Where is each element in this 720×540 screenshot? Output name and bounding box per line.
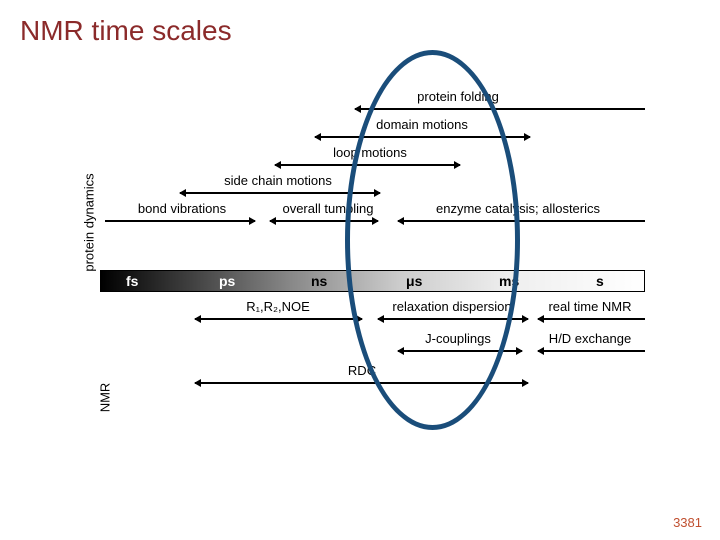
range-label: real time NMR	[548, 299, 631, 314]
range-label: R₁,R₂,NOE	[246, 299, 310, 314]
range-label: H/D exchange	[549, 331, 631, 346]
range-label: side chain motions	[224, 173, 332, 188]
timescale-tick: s	[596, 273, 604, 289]
highlight-ellipse	[345, 50, 520, 430]
range-arrow	[538, 350, 645, 352]
timescale-tick: ns	[311, 273, 327, 289]
range-row: RDC	[100, 379, 645, 401]
page-number: 3381	[673, 515, 702, 530]
page-title: NMR time scales	[20, 15, 232, 47]
timescale-tick: fs	[126, 273, 138, 289]
range-arrow	[538, 318, 645, 320]
timescale-tick: ps	[219, 273, 235, 289]
y-axis-label: protein dynamics	[82, 173, 97, 271]
range-label: bond vibrations	[138, 201, 226, 216]
